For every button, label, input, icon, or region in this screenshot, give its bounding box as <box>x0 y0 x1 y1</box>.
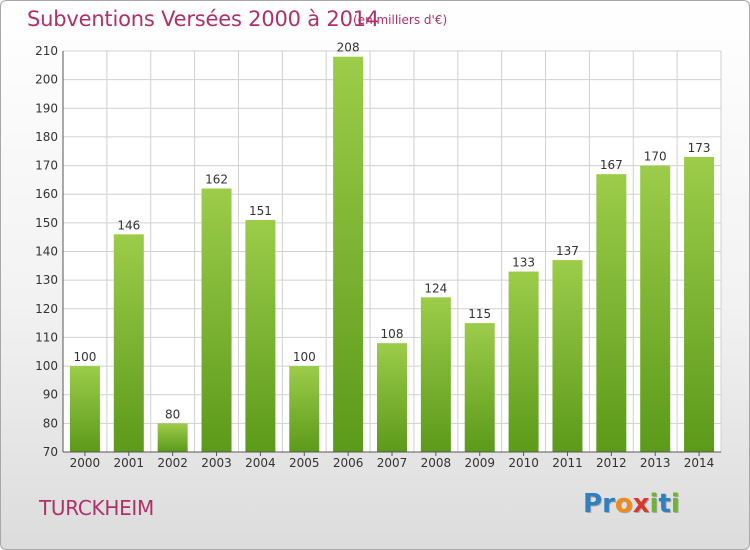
bar-2004 <box>245 219 276 452</box>
data-label: 124 <box>424 281 447 295</box>
data-label: 115 <box>468 307 491 321</box>
data-label: 133 <box>512 256 535 270</box>
data-label: 80 <box>165 407 180 421</box>
logo-letter: P <box>583 489 603 519</box>
data-label: 146 <box>117 218 140 232</box>
bar-2008 <box>420 297 451 452</box>
place-name: TURCKHEIM <box>39 496 154 520</box>
logo-letter: i <box>649 489 659 519</box>
x-tick-label: 2005 <box>289 456 320 470</box>
bar-2013 <box>640 165 671 453</box>
y-tick-label: 200 <box>35 73 58 87</box>
data-label: 208 <box>337 41 360 55</box>
logo-letter: x <box>632 489 650 519</box>
y-tick-label: 120 <box>35 302 58 316</box>
bar-2012 <box>596 174 627 452</box>
bar-2014 <box>684 156 715 452</box>
x-tick-label: 2008 <box>421 456 452 470</box>
chart-title: Subventions Versées 2000 à 2014 <box>27 7 380 31</box>
logo-letter: i <box>670 489 680 519</box>
x-tick-label: 2013 <box>640 456 671 470</box>
y-tick-label: 90 <box>43 388 58 402</box>
bars: 100 146 80 162 151 100 208 108 124 115 133 137 167 17… <box>69 41 715 453</box>
logo-letter: o <box>614 489 633 519</box>
x-tick-label: 2004 <box>245 456 276 470</box>
x-tick-label: 2012 <box>596 456 627 470</box>
y-tick-label: 110 <box>35 330 58 344</box>
data-label: 170 <box>644 150 667 164</box>
logo-letter: t <box>658 489 671 519</box>
logo-letter: r <box>602 489 615 519</box>
bar-2002 <box>157 423 188 452</box>
data-label: 100 <box>73 350 96 364</box>
y-tick-label: 180 <box>35 130 58 144</box>
data-label: 162 <box>205 172 228 186</box>
data-label: 167 <box>600 158 623 172</box>
x-tick-label: 2001 <box>114 456 145 470</box>
y-tick-label: 190 <box>35 101 58 115</box>
bar-2001 <box>113 234 144 452</box>
axes: 7080901001101201301401501601701801902002… <box>35 44 721 470</box>
y-tick-label: 80 <box>43 416 58 430</box>
x-tick-label: 2011 <box>552 456 583 470</box>
y-tick-label: 170 <box>35 159 58 173</box>
data-label: 137 <box>556 244 579 258</box>
y-tick-label: 100 <box>35 359 58 373</box>
data-label: 108 <box>381 327 404 341</box>
bar-2011 <box>552 260 583 452</box>
data-label: 100 <box>293 350 316 364</box>
bar-2003 <box>201 188 232 452</box>
data-label: 173 <box>688 141 711 155</box>
y-tick-label: 210 <box>35 44 58 58</box>
bar-2005 <box>289 366 320 452</box>
y-tick-label: 140 <box>35 245 58 259</box>
proxiti-logo: Proxiti <box>583 489 680 519</box>
bar-2006 <box>333 56 364 452</box>
x-tick-label: 2010 <box>508 456 539 470</box>
bar-2010 <box>508 271 539 452</box>
y-tick-label: 130 <box>35 273 58 287</box>
bar-2007 <box>377 343 407 452</box>
x-tick-label: 2009 <box>464 456 495 470</box>
x-tick-label: 2006 <box>333 456 364 470</box>
x-tick-label: 2000 <box>70 456 101 470</box>
y-tick-label: 150 <box>35 216 58 230</box>
data-label: 151 <box>249 204 272 218</box>
x-tick-label: 2014 <box>684 456 715 470</box>
x-tick-label: 2003 <box>201 456 232 470</box>
y-tick-label: 70 <box>43 445 58 459</box>
bar-2000 <box>69 366 100 452</box>
chart-subtitle: (en milliers d'€) <box>353 13 448 27</box>
bar-2009 <box>464 323 495 452</box>
x-tick-label: 2002 <box>157 456 188 470</box>
y-tick-label: 160 <box>35 187 58 201</box>
x-tick-label: 2007 <box>377 456 408 470</box>
